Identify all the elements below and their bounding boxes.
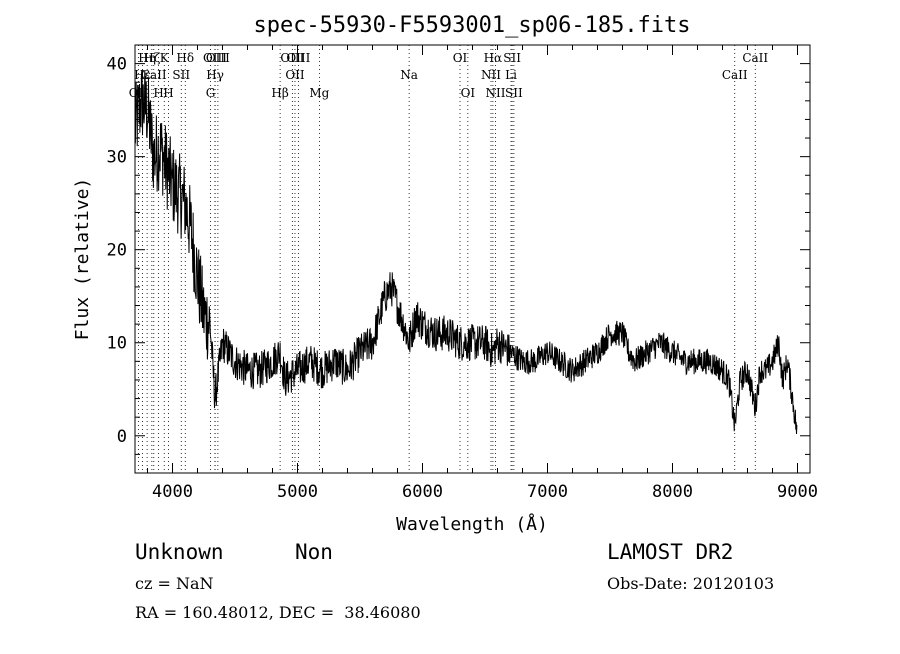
x-tick-label: 8000 (652, 482, 693, 502)
x-tick-label: 7000 (527, 482, 568, 502)
y-tick-label: 40 (107, 55, 127, 75)
line-label: H (163, 86, 173, 100)
x-tick-label: 6000 (402, 482, 443, 502)
object-class: Unknown (135, 540, 224, 564)
line-label: OIII (203, 51, 227, 65)
y-tick-label: 30 (107, 148, 127, 168)
x-tick-label: 9000 (777, 482, 818, 502)
line-label: Hβ (271, 86, 288, 100)
line-label: OIII (280, 51, 304, 65)
line-label: NII (486, 86, 506, 100)
series-layer (134, 70, 798, 434)
x-tick-label: 4000 (152, 482, 193, 502)
y-tick-label: 0 (117, 427, 127, 447)
line-label: Na (400, 68, 418, 82)
line-label: CaII (141, 68, 167, 82)
line-label: OII (129, 86, 149, 100)
line-label: Hζ (143, 51, 160, 65)
line-label: OII (285, 68, 305, 82)
line-label: Hε (134, 68, 151, 82)
line-label: OI (453, 51, 468, 65)
object-subclass: Non (295, 540, 333, 564)
observation-date: Obs-Date: 20120103 (607, 574, 775, 593)
axis-ticks: 4000 5000 6000 7000 8000 9000 0 10 20 30 40 (107, 44, 818, 502)
line-label: K (160, 51, 170, 65)
line-label: G (206, 86, 216, 100)
ra-dec: RA = 160.48012, DEC = 38.46080 (135, 603, 421, 622)
line-label: CaII (742, 51, 768, 65)
line-label: Hγ (206, 68, 224, 82)
line-label: Hα (484, 51, 503, 65)
line-label: OI (461, 86, 476, 100)
chart-title: spec-55930-F5593001_sp06-185.fits (253, 13, 690, 38)
line-label: SII (503, 51, 521, 65)
line-label: CaII (722, 68, 748, 82)
line-label: SII (505, 86, 523, 100)
line-label: Hη (138, 51, 156, 65)
x-axis-label: Wavelength (Å) (396, 513, 548, 535)
line-label: Hδ (176, 51, 194, 65)
y-axis-label: Flux (relative) (72, 178, 93, 341)
line-label: OIII (206, 51, 230, 65)
line-label: Li (505, 68, 517, 82)
line-label: NII (481, 68, 501, 82)
y-tick-label: 10 (107, 334, 127, 354)
line-label: SII (172, 68, 190, 82)
line-markers (137, 45, 756, 473)
spectrum-series-line (134, 70, 798, 434)
redshift-cz: cz = NaN (135, 574, 214, 593)
y-tick-label: 20 (107, 241, 127, 261)
line-label: Mg (309, 86, 329, 100)
plot-frame (134, 44, 811, 474)
line-label: H (153, 86, 163, 100)
survey-name: LAMOST DR2 (607, 540, 734, 564)
line-label: OIII (286, 51, 310, 65)
x-tick-label: 5000 (277, 482, 318, 502)
